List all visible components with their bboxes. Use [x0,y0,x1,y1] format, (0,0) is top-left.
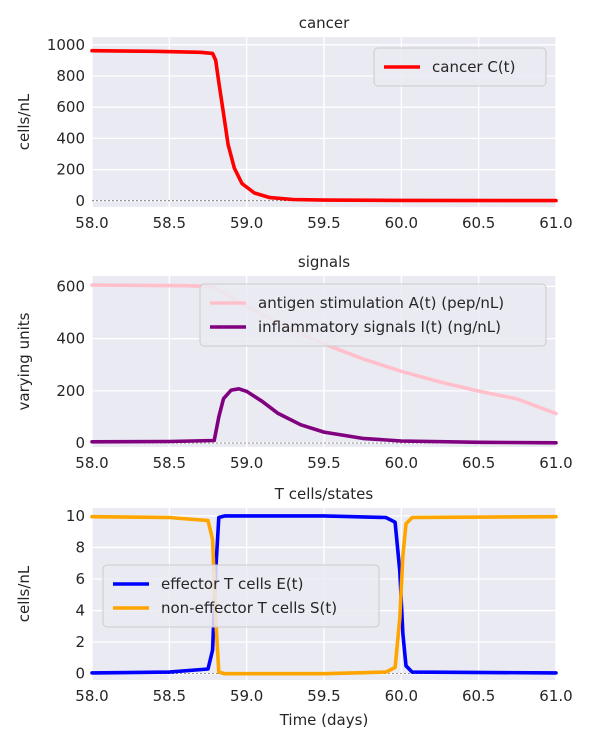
series-line-2 [90,514,558,676]
x-tick-label: 59.5 [307,687,340,705]
legend-box [373,47,547,87]
x-tick-label: 58.5 [153,687,186,705]
legend-label: antigen stimulation A(t) (pep/nL) [258,294,504,312]
legend-label: effector T cells E(t) [161,575,303,593]
x-tick-label: 58.0 [75,454,108,472]
x-tick-label: 60.5 [462,214,495,232]
y-axis-label: cells/nL [15,565,33,622]
legend: effector T cells E(t) non-effector T cell… [102,564,380,628]
x-tick-label: 61.0 [539,687,572,705]
legend-box [102,564,380,628]
x-tick-label: 60.0 [385,454,418,472]
series-line-2 [90,387,558,445]
y-tick-label: 800 [56,67,85,85]
legend-box [199,283,547,347]
x-axis-label: Time (days) [279,711,369,729]
legend-label: cancer C(t) [432,58,515,76]
x-tick-label: 60.5 [462,454,495,472]
x-tick-label: 58.0 [75,687,108,705]
x-tick-label: 59.5 [307,214,340,232]
x-tick-label: 59.0 [230,214,263,232]
x-tick-label: 59.5 [307,454,340,472]
y-tick-label: 0 [75,434,85,452]
y-tick-label: 400 [56,129,85,147]
y-tick-label: 8 [75,538,85,556]
x-tick-label: 59.0 [230,687,263,705]
series-line-1 [90,48,558,203]
y-tick-label: 200 [56,161,85,179]
y-tick-label: 6 [75,570,85,588]
y-tick-label: 0 [75,665,85,683]
panel-1: 58.0 58.5 59.0 59.5 60.0 60.5 61.0 0 200 400 600 80… [15,14,573,232]
panel-3: 58.0 58.5 59.0 59.5 60.0 60.5 61.0 0 2 4 6 8 10 T cel… [15,485,573,729]
x-tick-label: 60.0 [385,214,418,232]
x-tick-label: 58.0 [75,214,108,232]
x-tick-label: 59.0 [230,454,263,472]
x-tick-label: 58.5 [153,454,186,472]
y-tick-label: 200 [56,382,85,400]
chart-title: T cells/states [274,485,374,503]
panel-2: 58.0 58.5 59.0 59.5 60.0 60.5 61.0 0 200 400 600 si… [15,253,573,472]
y-tick-label: 2 [75,633,85,651]
x-tick-label: 61.0 [539,454,572,472]
y-tick-label: 600 [56,277,85,295]
legend-label: non-effector T cells S(t) [161,599,337,617]
x-tick-label: 58.5 [153,214,186,232]
y-axis-label: cells/nL [15,93,33,150]
chart-title: cancer [299,14,350,32]
y-axis-label: varying units [15,312,33,410]
x-tick-label: 61.0 [539,214,572,232]
x-tick-label: 60.5 [462,687,495,705]
legend: antigen stimulation A(t) (pep/nL) inflamm… [199,283,547,347]
y-tick-label: 600 [56,98,85,116]
y-tick-label: 1000 [47,36,85,54]
y-tick-label: 0 [75,192,85,210]
y-tick-label: 400 [56,330,85,348]
chart-title: signals [298,253,350,271]
x-tick-label: 60.0 [385,687,418,705]
series-line-1 [90,514,558,675]
legend: cancer C(t) [373,47,547,87]
legend-label: inflammatory signals I(t) (ng/nL) [258,318,501,336]
y-tick-label: 10 [66,507,85,525]
y-tick-label: 4 [75,602,85,620]
